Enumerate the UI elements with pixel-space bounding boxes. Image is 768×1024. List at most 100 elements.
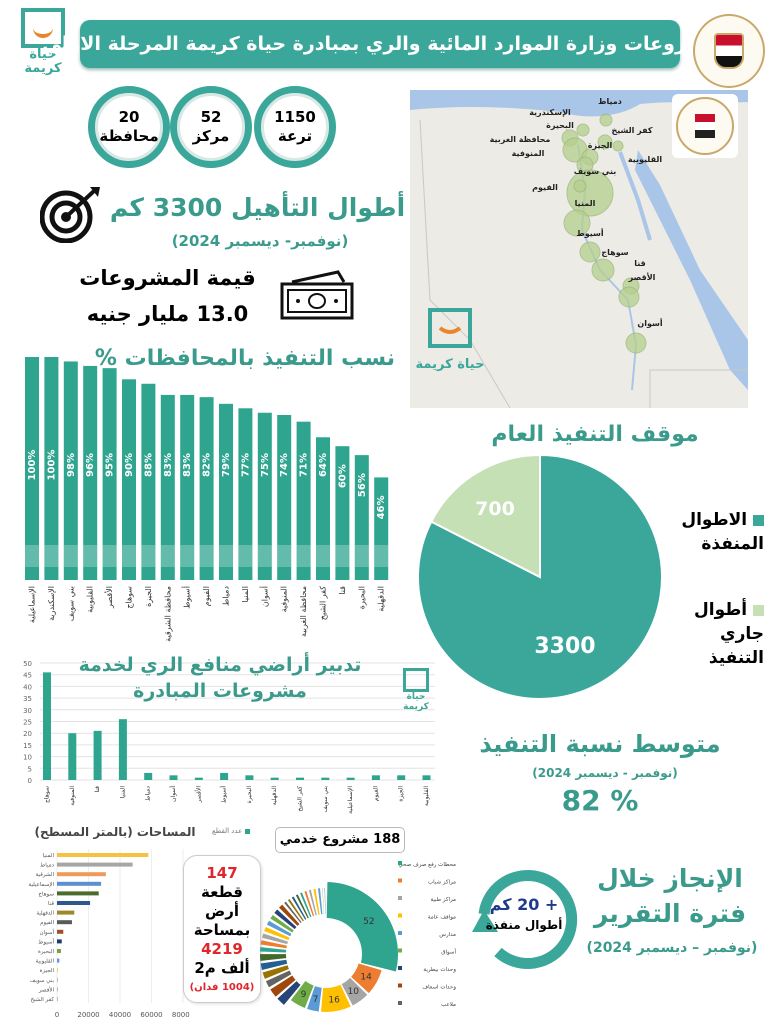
bar-value-label: 82% — [202, 453, 213, 477]
donut-slice — [279, 904, 300, 926]
x-tick-label: محافظة الغربية — [299, 586, 308, 637]
x-tick-label: 60000 — [140, 1011, 162, 1019]
x-tick-label: البحيرة — [246, 786, 253, 804]
donut-slice — [260, 954, 287, 961]
x-tick-label: الإسكندرية — [47, 586, 57, 621]
y-tick-label: 10 — [23, 754, 32, 762]
donut-value-label: 16 — [328, 995, 340, 1005]
bar — [57, 939, 62, 944]
x-tick-label: 80000 — [172, 1011, 190, 1019]
implementation-rate-chart: 100% الإسماعيلية 100% الإسكندرية 98% بني سويف… — [25, 357, 389, 642]
bar — [277, 414, 292, 580]
bar — [257, 412, 272, 580]
x-tick-label: 40000 — [109, 1011, 131, 1019]
y-tick-label: 50 — [23, 660, 32, 668]
donut-value-label: 7 — [313, 995, 319, 1005]
y-tick-label: 30 — [23, 707, 32, 715]
bar-value-label: 64% — [318, 453, 329, 477]
y-tick-label: سوهاج — [38, 891, 54, 897]
bar — [199, 397, 214, 580]
bar-shade — [63, 545, 78, 567]
x-tick-label: أسيوط — [182, 586, 192, 609]
map-bubble — [625, 332, 647, 354]
bar-value-label: 46% — [376, 495, 387, 519]
map-bubble — [597, 134, 613, 150]
donut-slice — [262, 965, 289, 979]
bar — [57, 968, 58, 973]
bar-shade — [277, 545, 292, 567]
legend-label: أسواق — [441, 948, 456, 956]
x-tick-label: الفيوم — [202, 586, 211, 606]
x-tick-label: الجيزة — [398, 786, 405, 802]
chart3-title: المساحات (بالمتر المسطح) — [34, 825, 196, 839]
donut-slice — [308, 889, 317, 916]
bar — [422, 775, 431, 780]
page-title: مشروعات وزارة الموارد المائية والري بمبا… — [42, 20, 718, 68]
bar — [144, 772, 153, 780]
bar — [57, 949, 61, 953]
achievement-title-1: الإنجاز خلال — [597, 864, 743, 893]
bar — [238, 408, 253, 580]
x-tick-label: 0 — [55, 1011, 59, 1019]
bar-value-label: 74% — [279, 453, 290, 477]
donut-slice — [270, 914, 294, 933]
egypt-map: دمياط الإسكندرية البحيرة كفر الشيخ محافظة ال… — [410, 90, 748, 408]
donut-slice — [326, 882, 398, 972]
donut-value-label: 14 — [360, 973, 372, 983]
services-title: 188 مشروع خدمي — [275, 827, 405, 853]
y-tick-label: أسيوط — [38, 937, 54, 945]
pie-slice-ongoing — [429, 455, 541, 579]
bar — [57, 958, 60, 963]
rehab-title: أطوال التأهيل 3300 كم — [109, 193, 406, 222]
bar — [346, 777, 355, 780]
bar-value-label: 98% — [66, 453, 77, 477]
x-tick-label: المنيا — [119, 786, 126, 799]
bar — [44, 357, 59, 580]
map-bubble — [579, 241, 601, 263]
y-tick-label: المنيا — [43, 853, 55, 859]
legend-swatch — [753, 604, 764, 616]
x-tick-label: كفر الشيخ — [319, 586, 328, 620]
donut-slice — [277, 981, 301, 1005]
chart3-legend: عدد القطع — [212, 827, 250, 835]
stat-canals: 1150 ترعة — [254, 86, 336, 168]
y-tick-label: 45 — [23, 672, 32, 680]
lands-count-chart: 0 5 10 15 20 25 30 35 40 45 50 سوهاج المنوفية قنا المن… — [23, 660, 435, 814]
bar — [63, 361, 78, 580]
y-tick-label: 15 — [23, 742, 32, 750]
x-tick-label: الإسماعيلية — [28, 586, 38, 623]
y-tick-label: الدقهلية — [36, 911, 54, 917]
map-city-label: كفر الشيخ — [611, 126, 652, 135]
legend-swatch — [398, 948, 402, 953]
map-city-label: الفيوم — [532, 183, 558, 192]
bar — [180, 394, 195, 580]
donut-slice — [318, 888, 323, 915]
pie-legend-ongoing: أطوال جاري التنفيذ — [694, 600, 764, 668]
bar — [93, 730, 102, 780]
bar — [68, 733, 77, 780]
x-tick-label: كفر الشيخ — [297, 786, 304, 812]
donut-slice — [351, 963, 382, 994]
bar-shade — [374, 545, 389, 567]
map-city-label: البحيرة — [546, 121, 574, 130]
bar — [335, 446, 350, 580]
map-city-label: المنوفية — [512, 149, 545, 158]
hayah-karima-logo: حياة كريمة — [14, 8, 72, 92]
map-logo: حياة كريمة — [416, 308, 484, 372]
bar — [43, 672, 51, 780]
y-tick-label: قنا — [48, 901, 54, 907]
x-tick-label: القليوبية — [423, 786, 430, 806]
x-tick-label: البحيرة — [357, 586, 366, 609]
map-city-label: أسوان — [637, 318, 662, 328]
achievement-label: أطوال منفذة — [485, 918, 563, 932]
bar — [102, 368, 117, 580]
rehab-period: (نوفمبر- ديسمبر 2024) — [171, 232, 349, 250]
bar — [57, 987, 58, 992]
x-tick-label: سوهاج — [44, 786, 51, 803]
legend-label: مراكز طبية — [430, 896, 456, 903]
y-tick-label: 35 — [23, 695, 32, 703]
bar — [374, 477, 389, 580]
bar-shade — [219, 545, 233, 567]
donut-slice — [265, 970, 292, 988]
